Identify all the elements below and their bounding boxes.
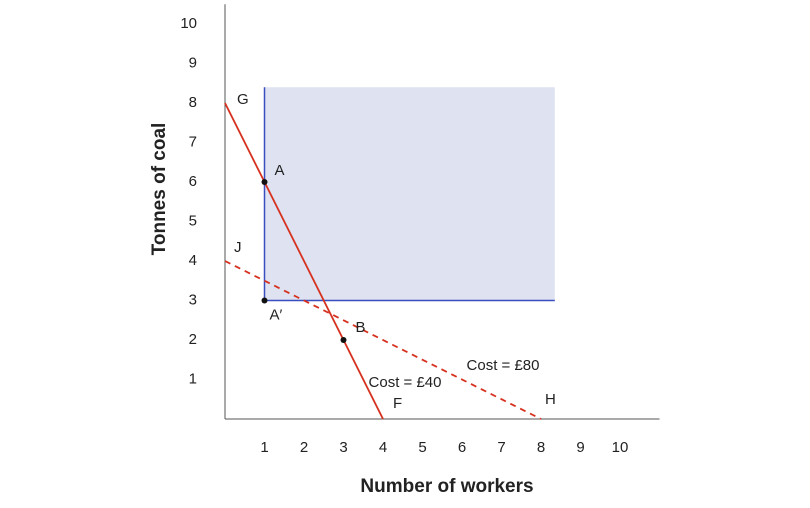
x-axis-title: Number of workers [360, 476, 533, 497]
y-tick-label: 3 [189, 291, 197, 308]
x-tick-label: 8 [537, 439, 545, 456]
point-label: A′ [270, 306, 283, 323]
point-label: B [356, 319, 366, 336]
x-tick-label: 9 [576, 439, 584, 456]
y-axis-title: Tonnes of coal [149, 123, 170, 256]
point [261, 179, 268, 185]
y-tick-label: 4 [189, 252, 197, 269]
cost-line [224, 102, 384, 420]
y-tick-label: 1 [189, 370, 197, 387]
y-tick-label: 6 [189, 173, 197, 190]
x-tick-label: 2 [300, 439, 308, 456]
x-tick-label: 6 [458, 439, 466, 456]
line-label: J [234, 239, 242, 256]
x-tick-label: 4 [379, 439, 387, 456]
x-tick-label: 7 [497, 439, 505, 456]
line-label: G [237, 91, 249, 108]
cost-annotation: Cost = £40 [369, 374, 442, 391]
x-tick-label: 1 [260, 439, 268, 456]
y-tick-label: 2 [189, 331, 197, 348]
x-tick-label: 5 [418, 439, 426, 456]
feasible-region [264, 87, 555, 301]
point [261, 297, 268, 304]
point-label: A [275, 162, 285, 179]
line-label: H [545, 391, 556, 408]
line-label: F [393, 395, 402, 412]
y-tick-label: 10 [180, 15, 197, 32]
x-tick-label: 3 [339, 439, 347, 456]
x-tick-label: 10 [612, 439, 629, 456]
cost-annotation: Cost = £80 [467, 357, 540, 374]
cost-line [224, 260, 542, 420]
point [340, 337, 347, 343]
y-tick-label: 5 [189, 212, 197, 229]
y-tick-label: 7 [189, 133, 197, 150]
y-tick-label: 8 [189, 94, 197, 111]
y-tick-label: 9 [189, 54, 197, 71]
